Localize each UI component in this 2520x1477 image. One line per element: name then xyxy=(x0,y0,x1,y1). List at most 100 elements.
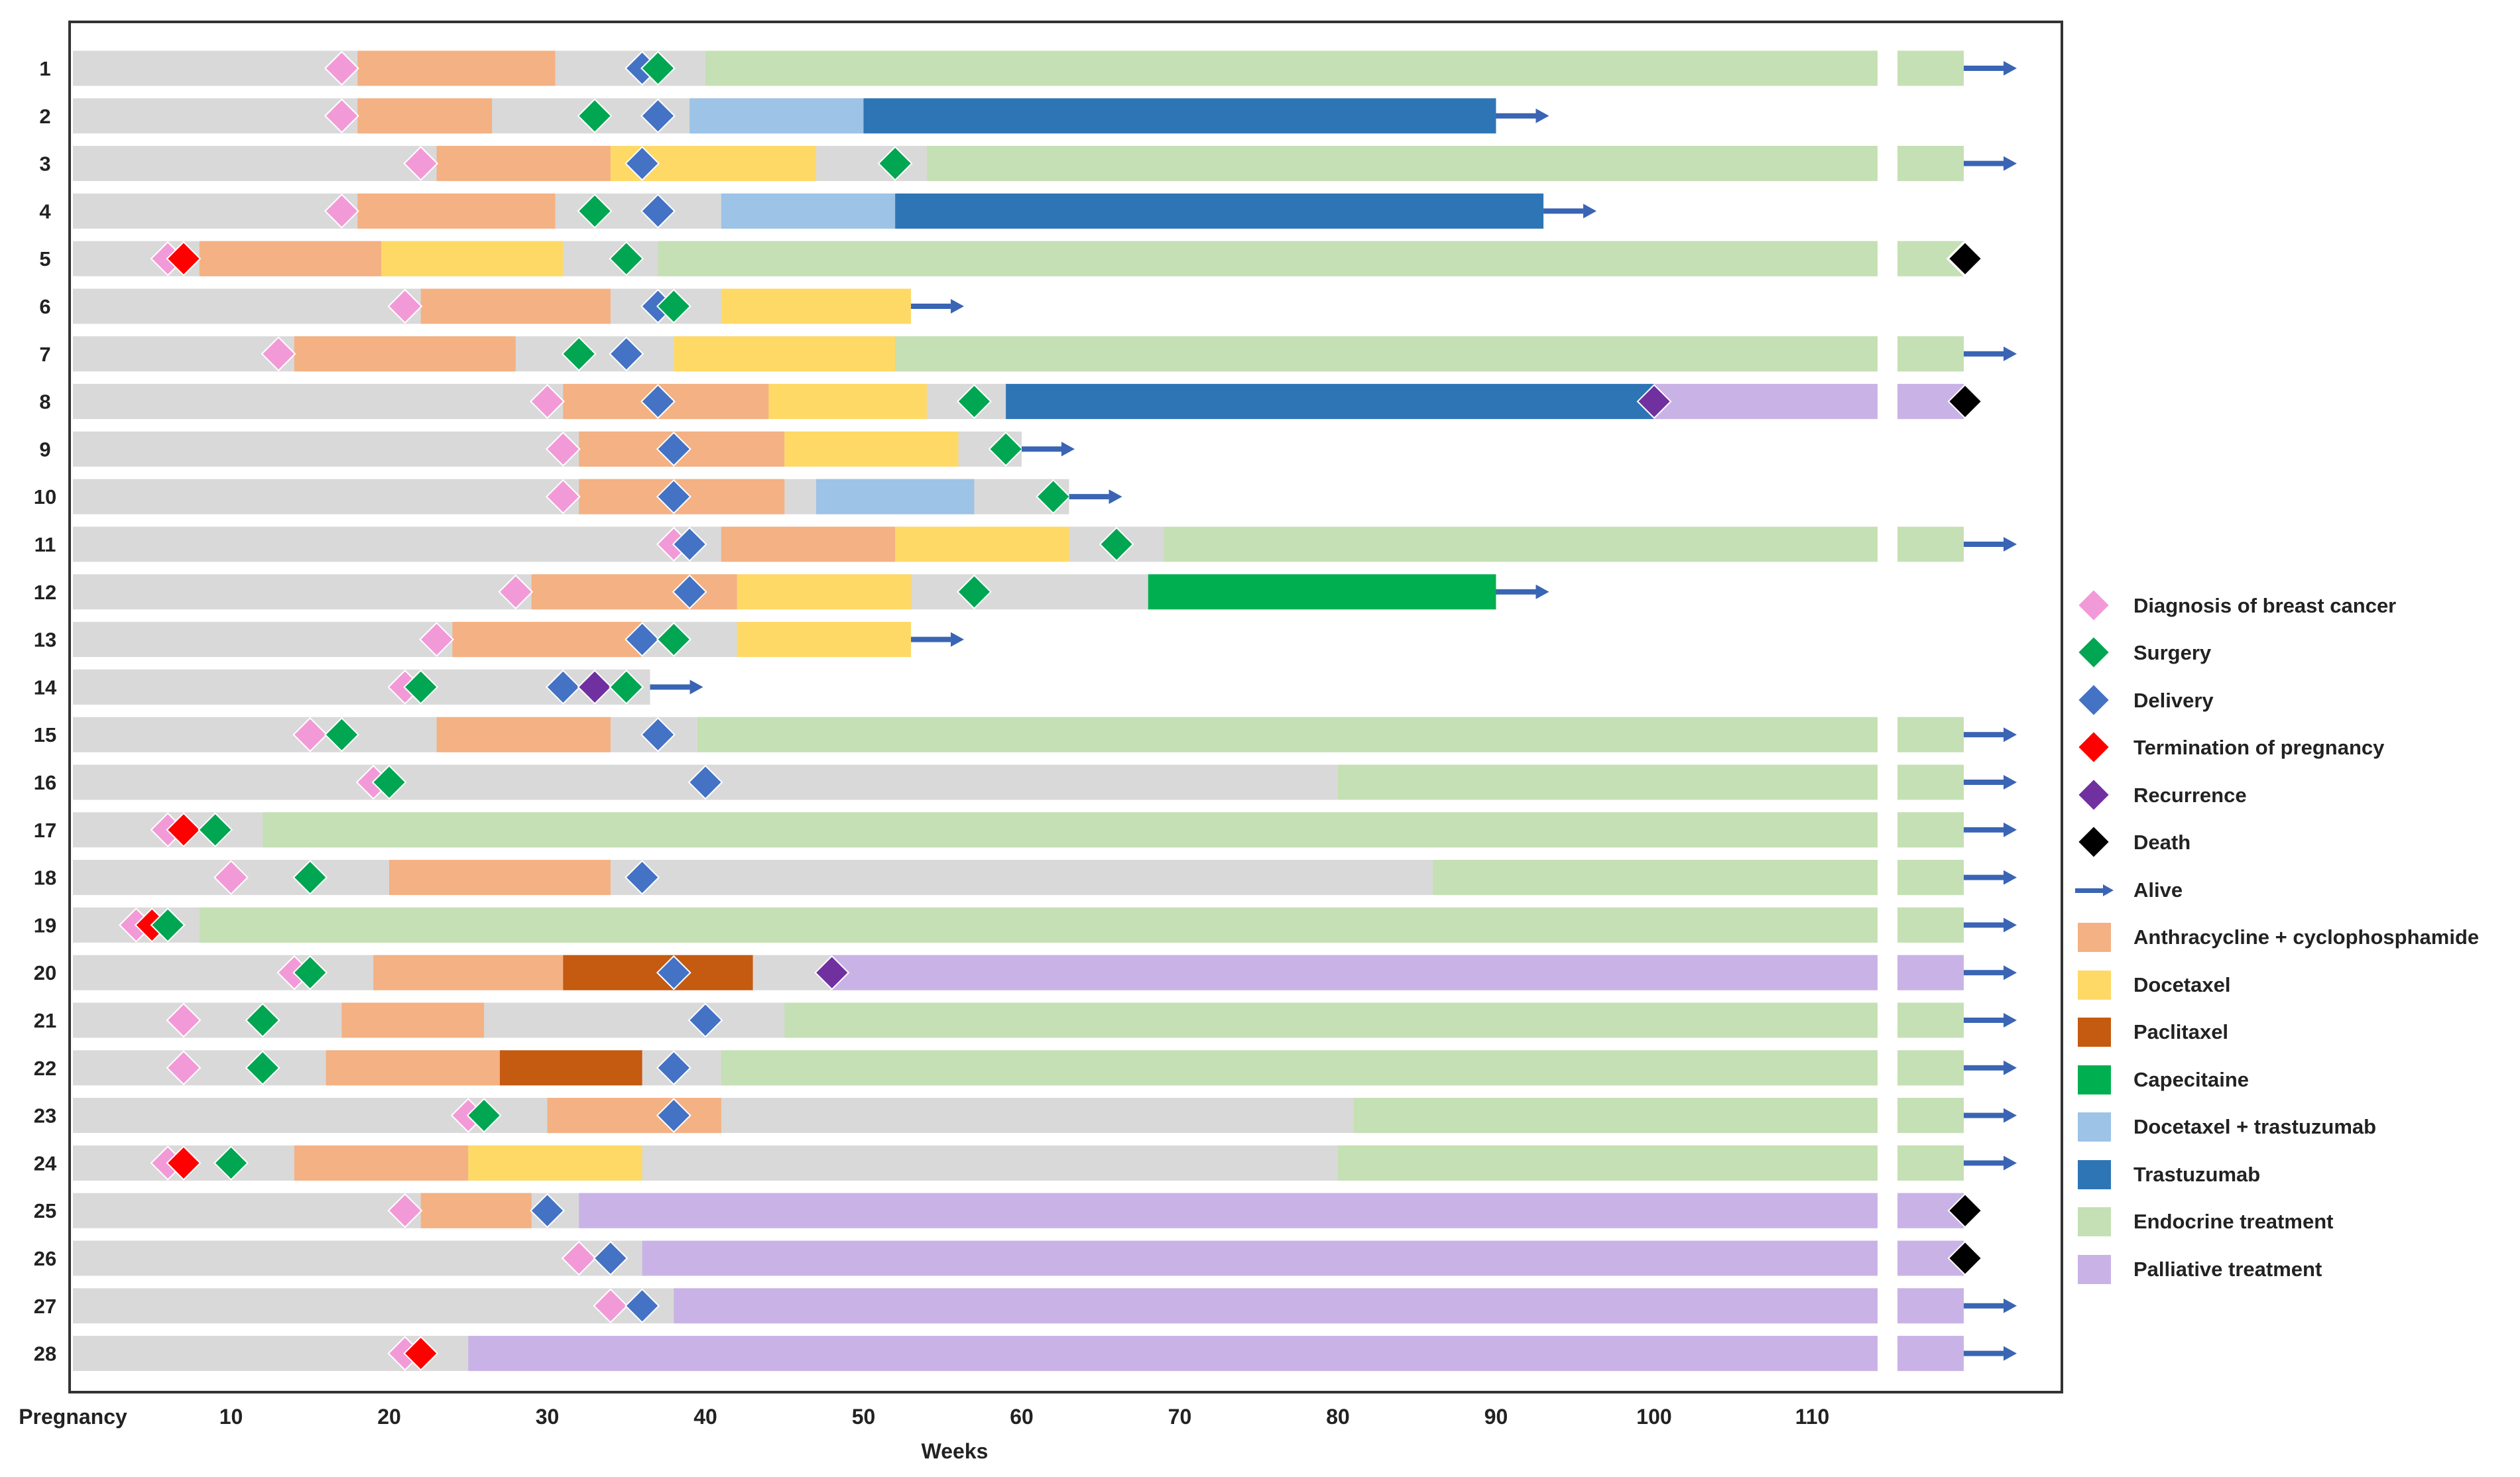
row-13-delivery-marker xyxy=(625,622,660,658)
row-15-endo-bar-after-break xyxy=(1897,717,1964,752)
alive-arrow-shaft xyxy=(1964,160,2004,166)
legend-label: Docetaxel xyxy=(2133,973,2231,996)
row-24-endo-bar xyxy=(1338,1145,1878,1181)
alive-arrow-head xyxy=(1583,204,1597,219)
row-1-endo-bar-after-break xyxy=(1897,50,1964,86)
alive-arrow-shaft xyxy=(1022,446,1061,452)
swatch-icon xyxy=(2075,1111,2114,1143)
row-label: 21 xyxy=(34,1009,56,1032)
row-23-surgery-marker xyxy=(466,1098,502,1134)
row-13-diag-marker xyxy=(419,622,454,658)
row-7-endo-bar xyxy=(895,336,1878,372)
row-26-pall-bar xyxy=(642,1240,1878,1276)
row-12-alive-arrow xyxy=(1496,584,1549,599)
row-label: 8 xyxy=(39,390,50,414)
row-28-alive-arrow xyxy=(1964,1346,2017,1361)
row-27-alive-arrow xyxy=(1964,1298,2017,1313)
legend-item: Anthracycline + cyclophosphamide xyxy=(2075,914,2513,962)
alive-arrow-head xyxy=(2004,1346,2017,1361)
swatch-icon xyxy=(2075,1159,2114,1191)
diamond-icon xyxy=(2075,590,2114,622)
row-18-surgery-marker xyxy=(292,860,328,896)
row-11-surgery-marker xyxy=(1099,526,1134,562)
row-21-diag-marker xyxy=(166,1002,202,1038)
row-label: 7 xyxy=(39,343,50,366)
row-4-ac-bar xyxy=(357,193,556,229)
diamond-icon xyxy=(2075,827,2114,858)
x-tick-label: 50 xyxy=(852,1405,876,1429)
row-7-endo-bar-after-break xyxy=(1897,336,1964,372)
swatch-icon xyxy=(2075,1206,2114,1238)
row-5-ac-bar xyxy=(199,241,382,276)
row-12-surgery-marker xyxy=(957,574,992,610)
row-label: 20 xyxy=(34,961,56,984)
row-15-surgery-marker xyxy=(324,717,359,752)
row-label: 26 xyxy=(34,1247,56,1270)
legend-label: Diagnosis of breast cancer xyxy=(2133,593,2397,617)
legend-item: Death xyxy=(2075,819,2513,867)
row-label: 4 xyxy=(39,200,51,223)
alive-arrow-head xyxy=(951,632,965,647)
diamond-icon xyxy=(2075,732,2114,764)
row-17-endo-bar-after-break xyxy=(1897,812,1964,848)
row-18-diag-marker xyxy=(213,860,249,896)
legend-label: Endocrine treatment xyxy=(2133,1210,2334,1234)
legend-label: Termination of pregnancy xyxy=(2133,736,2385,760)
alive-arrow-shaft xyxy=(1964,874,2004,880)
alive-arrow-shaft xyxy=(1964,1303,2004,1309)
x-origin-label: Pregnancy xyxy=(19,1405,127,1429)
legend-item: Diagnosis of breast cancer xyxy=(2075,582,2513,630)
row-10-dt-bar xyxy=(815,479,975,514)
row-label: 9 xyxy=(39,438,50,461)
row-22-diag-marker xyxy=(166,1050,202,1086)
row-20-alive-arrow xyxy=(1964,965,2017,980)
row-3-endo-bar xyxy=(926,146,1878,182)
legend-label: Capecitaine xyxy=(2133,1067,2250,1091)
row-4-alive-arrow xyxy=(1543,204,1597,219)
row-label: 17 xyxy=(34,819,56,842)
legend: Diagnosis of breast cancer Surgery Deliver… xyxy=(2075,582,2513,1293)
legend-item: Surgery xyxy=(2075,630,2513,678)
alive-arrow-head xyxy=(2004,917,2017,933)
row-12-delivery-marker xyxy=(672,574,707,610)
row-15-endo-bar xyxy=(697,717,1878,752)
row-8-delivery-marker xyxy=(640,384,676,420)
row-2-surgery-marker xyxy=(577,98,613,134)
row-18-delivery-marker xyxy=(625,860,660,896)
alive-arrow-shaft xyxy=(1964,66,2004,71)
alive-arrow-head xyxy=(2004,1013,2017,1028)
x-tick-label: 20 xyxy=(377,1405,401,1429)
legend-item: Docetaxel + trastuzumab xyxy=(2075,1104,2513,1152)
row-16-surgery-marker xyxy=(371,764,407,800)
alive-arrow-head xyxy=(2004,1298,2017,1313)
row-20-recurrence-marker xyxy=(814,955,850,990)
row-11-alive-arrow xyxy=(1964,537,2017,552)
row-16-delivery-marker xyxy=(688,764,723,800)
row-9-delivery-marker xyxy=(656,431,691,467)
alive-arrow-head xyxy=(2004,1155,2017,1171)
row-25-diag-marker xyxy=(387,1193,423,1228)
row-17-surgery-marker xyxy=(198,812,233,848)
row-23-alive-arrow xyxy=(1964,1108,2017,1123)
row-17-termination-marker xyxy=(166,812,202,848)
alive-arrow-shaft xyxy=(1496,113,1536,119)
row-6-surgery-marker xyxy=(656,288,691,324)
row-label: 10 xyxy=(34,485,56,508)
row-7-surgery-marker xyxy=(561,336,597,372)
row-14-alive-arrow xyxy=(650,679,703,695)
row-label: 13 xyxy=(34,628,56,652)
row-23-endo-bar xyxy=(1353,1098,1878,1134)
alive-arrow-head xyxy=(2004,61,2017,76)
alive-arrow-shaft xyxy=(1964,780,2004,785)
row-20-pall-bar-after-break xyxy=(1897,955,1964,990)
row-24-surgery-marker xyxy=(213,1145,249,1181)
row-23-delivery-marker xyxy=(656,1098,691,1134)
legend-item: Delivery xyxy=(2075,677,2513,725)
row-5-endo-bar xyxy=(658,241,1878,276)
row-25-delivery-marker xyxy=(530,1193,565,1228)
row-10-alive-arrow xyxy=(1069,489,1122,504)
diamond-icon xyxy=(2075,637,2114,669)
alive-arrow-shaft xyxy=(1964,351,2004,357)
alive-arrow-shaft xyxy=(1964,1112,2004,1118)
